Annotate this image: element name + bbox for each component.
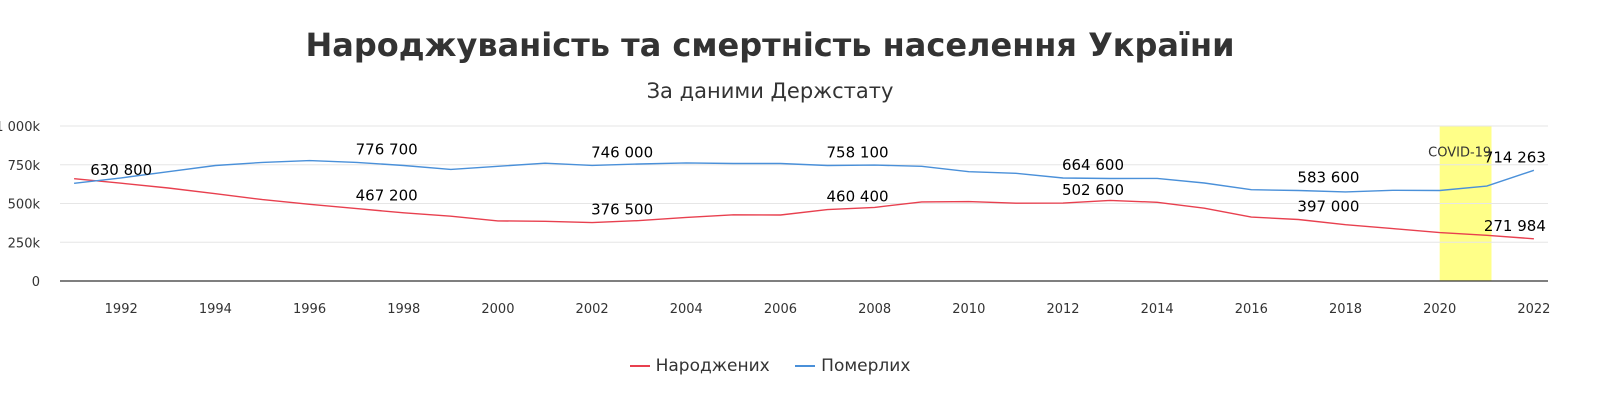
chart-legend: Народжених Померлих [0, 356, 1540, 376]
data-label: 397 000 [1297, 197, 1359, 215]
axis-layer: 0 250k 500k 750k 1 000k 1992 1994 1996 1998 2000 2… [0, 120, 1550, 317]
legend-item-deaths[interactable]: Померлих [795, 356, 910, 376]
data-label: 758 100 [827, 144, 889, 162]
series-layer [74, 159, 1535, 240]
x-tick-label: 2018 [1329, 302, 1362, 317]
data-label: 376 500 [591, 201, 653, 219]
x-tick-label: 1992 [105, 302, 138, 317]
x-tick-label: 2008 [858, 302, 891, 317]
x-tick-label: 2000 [481, 302, 514, 317]
data-label-layer: 630 800 776 700 467 200 746 000 376 500 758 1… [90, 140, 1546, 234]
y-tick-label: 750k [8, 159, 41, 174]
x-tick-label: 2020 [1423, 302, 1456, 317]
y-tick-label: 1 000k [0, 120, 40, 135]
data-label: 630 800 [90, 161, 152, 179]
y-tick-label: 500k [8, 198, 41, 213]
data-label: 460 400 [827, 188, 889, 206]
chart-subtitle: За даними Держстату [646, 79, 894, 103]
data-label: 714 263 [1484, 148, 1546, 166]
annotation-layer: COVID-19 [1428, 145, 1491, 160]
y-tick-label: 250k [8, 236, 41, 251]
legend-swatch-births [629, 365, 650, 367]
births-line [74, 178, 1534, 240]
legend-label-births: Народжених [655, 356, 770, 376]
y-tick-label: 0 [32, 275, 40, 290]
covid-annotation-label: COVID-19 [1428, 145, 1491, 160]
data-label: 746 000 [591, 143, 653, 161]
data-label: 664 600 [1062, 156, 1124, 174]
x-tick-label: 1996 [293, 302, 326, 317]
data-label: 271 984 [1484, 217, 1546, 235]
x-tick-label: 2006 [764, 302, 797, 317]
x-tick-label: 2022 [1517, 302, 1550, 317]
data-label: 467 200 [356, 187, 418, 205]
deaths-line [74, 159, 1535, 193]
chart-title: Народжуваність та смертність населення У… [305, 26, 1235, 64]
x-tick-label: 1994 [199, 302, 232, 317]
legend-swatch-deaths [795, 365, 816, 367]
x-tick-label: 2012 [1046, 302, 1079, 317]
data-label: 583 600 [1297, 169, 1359, 187]
x-tick-label: 2014 [1141, 302, 1174, 317]
data-label: 776 700 [356, 140, 418, 158]
legend-label-deaths: Померлих [821, 356, 911, 376]
x-tick-label: 1998 [387, 302, 420, 317]
x-tick-label: 2002 [576, 302, 609, 317]
x-tick-label: 2004 [670, 302, 703, 317]
data-label: 502 600 [1062, 181, 1124, 199]
x-tick-label: 2016 [1235, 302, 1268, 317]
x-tick-label: 2010 [952, 302, 985, 317]
legend-item-births[interactable]: Народжених [629, 356, 770, 376]
